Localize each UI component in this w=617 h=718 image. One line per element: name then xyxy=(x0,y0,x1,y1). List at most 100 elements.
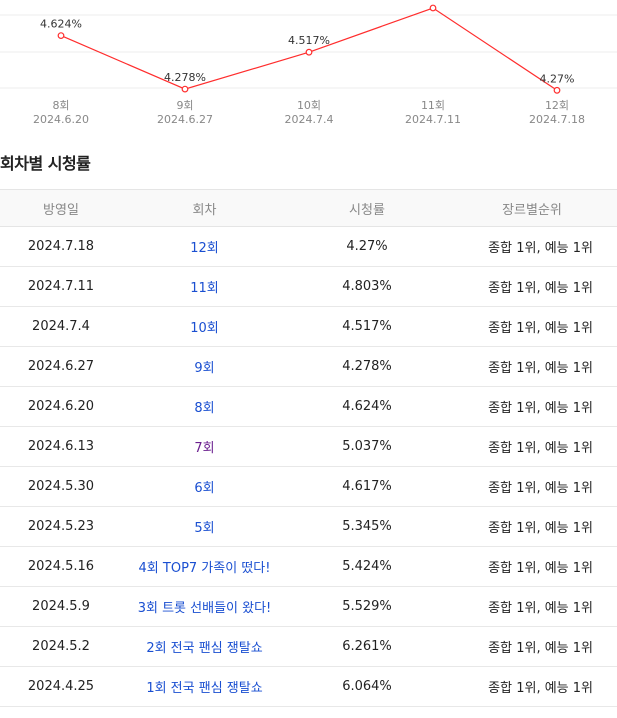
data-label: 4.27% xyxy=(540,72,575,85)
episode-link[interactable]: 5회 xyxy=(194,521,215,536)
cell-date: 2024.7.11 xyxy=(0,266,122,307)
x-tick-episode: 8회 xyxy=(52,99,69,112)
cell-rating: 6.261% xyxy=(287,626,447,667)
header-date: 방영일 xyxy=(0,189,122,227)
x-tick-episode: 11회 xyxy=(421,99,445,112)
cell-date: 2024.6.13 xyxy=(0,426,122,467)
cell-date: 2024.6.20 xyxy=(0,386,122,427)
cell-rank: 종합 1위, 예능 1위 xyxy=(447,266,617,307)
episode-link[interactable]: 10회 xyxy=(190,321,219,336)
cell-date: 2024.6.27 xyxy=(0,346,122,387)
header-rating: 시청률 xyxy=(287,189,447,227)
episode-link[interactable]: 8회 xyxy=(194,401,215,416)
cell-rating: 4.517% xyxy=(287,306,447,347)
data-label: 4.517% xyxy=(288,34,330,47)
cell-rating: 4.624% xyxy=(287,386,447,427)
cell-rating: 4.278% xyxy=(287,346,447,387)
cell-rank: 종합 1위, 예능 1위 xyxy=(447,346,617,387)
episode-link[interactable]: 11회 xyxy=(190,281,219,296)
cell-rank: 종합 1위, 예능 1위 xyxy=(447,306,617,347)
cell-rating: 4.27% xyxy=(287,226,447,267)
cell-rating: 4.803% xyxy=(287,266,447,307)
table-row: 2024.6.20 8회 4.624% 종합 1위, 예능 1위 xyxy=(0,386,617,427)
cell-episode: 10회 xyxy=(122,306,287,347)
episode-link[interactable]: 9회 xyxy=(194,361,215,376)
cell-date: 2024.5.16 xyxy=(0,546,122,587)
cell-rating: 6.064% xyxy=(287,666,447,707)
table-header-row: 방영일 회차 시청률 장르별순위 xyxy=(0,189,617,227)
cell-rating: 5.345% xyxy=(287,506,447,547)
table-row: 2024.5.9 3회 트롯 선배들이 왔다! 5.529% 종합 1위, 예능 1위 xyxy=(0,586,617,627)
episode-link[interactable]: 3회 트롯 선배들이 왔다! xyxy=(137,601,272,616)
cell-date: 2024.7.18 xyxy=(0,226,122,267)
table-row: 2024.6.27 9회 4.278% 종합 1위, 예능 1위 xyxy=(0,346,617,387)
cell-episode: 7회 xyxy=(122,426,287,467)
cell-date: 2024.5.9 xyxy=(0,586,122,627)
data-point xyxy=(181,85,189,93)
x-tick-episode: 12회 xyxy=(545,99,569,112)
episode-link[interactable]: 2회 전국 팬심 쟁탈쇼 xyxy=(146,641,263,656)
data-label: 4.624% xyxy=(40,18,82,31)
ratings-table-wrap: 방영일 회차 시청률 장르별순위 2024.7.18 12회 4.27% 종합 1위,… xyxy=(0,189,617,707)
data-point xyxy=(305,48,313,56)
x-tick-date: 2024.7.4 xyxy=(285,113,334,126)
table-row: 2024.6.13 7회 5.037% 종합 1위, 예능 1위 xyxy=(0,426,617,467)
episode-link[interactable]: 7회 xyxy=(194,441,215,456)
cell-episode: 3회 트롯 선배들이 왔다! xyxy=(122,586,287,627)
cell-date: 2024.4.25 xyxy=(0,666,122,707)
x-tick-date: 2024.7.18 xyxy=(529,113,585,126)
data-point xyxy=(553,86,561,94)
cell-episode: 5회 xyxy=(122,506,287,547)
table-row: 2024.5.16 4회 TOP7 가족이 떴다! 5.424% 종합 1위, 예능 … xyxy=(0,546,617,587)
cell-episode: 2회 전국 팬심 쟁탈쇼 xyxy=(122,626,287,667)
x-tick-date: 2024.6.20 xyxy=(33,113,89,126)
cell-episode: 9회 xyxy=(122,346,287,387)
cell-date: 2024.7.4 xyxy=(0,306,122,347)
cell-episode: 12회 xyxy=(122,226,287,267)
table-row: 2024.4.25 1회 전국 팬심 쟁탈쇼 6.064% 종합 1위, 예능 1위 xyxy=(0,666,617,707)
cell-date: 2024.5.30 xyxy=(0,466,122,507)
cell-rank: 종합 1위, 예능 1위 xyxy=(447,546,617,587)
cell-date: 2024.5.2 xyxy=(0,626,122,667)
table-row: 2024.7.18 12회 4.27% 종합 1위, 예능 1위 xyxy=(0,226,617,267)
cell-rank: 종합 1위, 예능 1위 xyxy=(447,586,617,627)
data-label: 4.278% xyxy=(164,71,206,84)
cell-rank: 종합 1위, 예능 1위 xyxy=(447,426,617,467)
cell-rating: 5.037% xyxy=(287,426,447,467)
episode-link[interactable]: 1회 전국 팬심 쟁탈쇼 xyxy=(146,681,263,696)
table-row: 2024.5.2 2회 전국 팬심 쟁탈쇼 6.261% 종합 1위, 예능 1위 xyxy=(0,626,617,667)
ratings-line-chart: 4.624% 8회 2024.6.20 4.278% 9회 2024.6.27 4.517%… xyxy=(0,0,617,132)
x-tick-date: 2024.6.27 xyxy=(157,113,213,126)
cell-rank: 종합 1위, 예능 1위 xyxy=(447,666,617,707)
cell-episode: 8회 xyxy=(122,386,287,427)
data-point xyxy=(57,32,65,39)
cell-rank: 종합 1위, 예능 1위 xyxy=(447,226,617,267)
cell-rank: 종합 1위, 예능 1위 xyxy=(447,386,617,427)
episode-link[interactable]: 6회 xyxy=(194,481,215,496)
x-tick-date: 2024.7.11 xyxy=(405,113,461,126)
ratings-table: 방영일 회차 시청률 장르별순위 2024.7.18 12회 4.27% 종합 1위,… xyxy=(0,189,617,707)
table-body: 2024.7.18 12회 4.27% 종합 1위, 예능 1위 2024.7.11 11… xyxy=(0,226,617,707)
cell-rating: 4.617% xyxy=(287,466,447,507)
cell-rating: 5.529% xyxy=(287,586,447,627)
cell-rank: 종합 1위, 예능 1위 xyxy=(447,506,617,547)
cell-rank: 종합 1위, 예능 1위 xyxy=(447,466,617,507)
data-point xyxy=(429,4,437,12)
episode-link[interactable]: 12회 xyxy=(190,241,219,256)
cell-episode: 4회 TOP7 가족이 떴다! xyxy=(122,546,287,587)
x-tick-episode: 10회 xyxy=(297,99,321,112)
section-title: 회차별 시청률 xyxy=(0,154,91,173)
table-row: 2024.5.23 5회 5.345% 종합 1위, 예능 1위 xyxy=(0,506,617,547)
header-rank: 장르별순위 xyxy=(447,189,617,227)
x-tick-episode: 9회 xyxy=(176,99,193,112)
table-row: 2024.7.4 10회 4.517% 종합 1위, 예능 1위 xyxy=(0,306,617,347)
table-row: 2024.5.30 6회 4.617% 종합 1위, 예능 1위 xyxy=(0,466,617,507)
header-episode: 회차 xyxy=(122,189,287,227)
episode-link[interactable]: 4회 TOP7 가족이 떴다! xyxy=(138,561,271,576)
cell-rating: 5.424% xyxy=(287,546,447,587)
cell-rank: 종합 1위, 예능 1위 xyxy=(447,626,617,667)
cell-episode: 6회 xyxy=(122,466,287,507)
data-label: 4.803% xyxy=(412,0,454,3)
cell-episode: 1회 전국 팬심 쟁탈쇼 xyxy=(122,666,287,707)
